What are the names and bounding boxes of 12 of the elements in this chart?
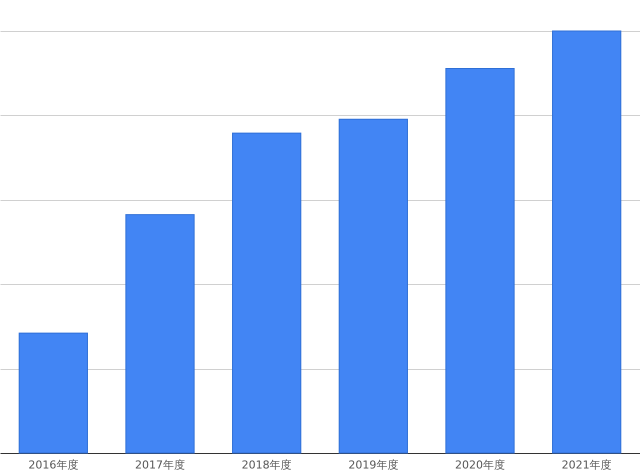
x-tick-label: 2020年度 [455, 458, 505, 472]
x-tick-label: 2021年度 [562, 458, 612, 472]
x-tick-label: 2016年度 [28, 458, 78, 472]
x-tick-label: 2018年度 [242, 458, 292, 472]
x-tick-label: 2017年度 [135, 458, 185, 472]
bar [18, 332, 88, 454]
bar [445, 68, 515, 454]
bar [338, 118, 408, 454]
bar [552, 30, 622, 454]
bar [125, 214, 195, 454]
bar [232, 132, 302, 454]
x-tick-label: 2019年度 [348, 458, 398, 472]
